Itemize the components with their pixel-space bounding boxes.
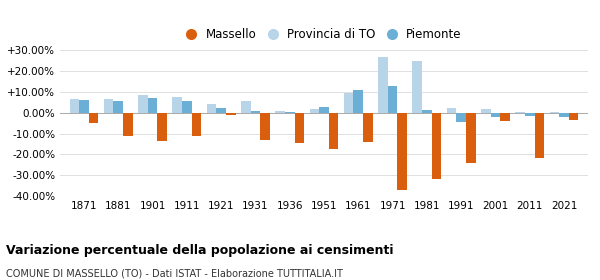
Bar: [182, 101, 191, 113]
Bar: [515, 112, 525, 113]
Bar: [79, 100, 89, 113]
Bar: [226, 113, 236, 115]
Bar: [329, 113, 338, 149]
Bar: [422, 110, 431, 113]
Text: COMUNE DI MASSELLO (TO) - Dati ISTAT - Elaborazione TUTTITALIA.IT: COMUNE DI MASSELLO (TO) - Dati ISTAT - E…: [6, 269, 343, 279]
Legend: Massello, Provincia di TO, Piemonte: Massello, Provincia di TO, Piemonte: [183, 24, 465, 44]
Bar: [412, 61, 422, 113]
Bar: [466, 113, 476, 163]
Bar: [500, 113, 510, 121]
Bar: [447, 108, 457, 113]
Bar: [295, 113, 304, 143]
Bar: [559, 113, 569, 117]
Bar: [525, 113, 535, 116]
Bar: [89, 113, 98, 123]
Bar: [207, 104, 217, 113]
Bar: [481, 109, 491, 113]
Bar: [491, 113, 500, 117]
Bar: [148, 98, 157, 113]
Bar: [310, 109, 319, 113]
Text: Variazione percentuale della popolazione ai censimenti: Variazione percentuale della popolazione…: [6, 244, 394, 256]
Bar: [172, 97, 182, 113]
Bar: [275, 111, 285, 113]
Bar: [457, 113, 466, 122]
Bar: [113, 101, 123, 113]
Bar: [217, 108, 226, 113]
Bar: [431, 113, 441, 179]
Bar: [251, 111, 260, 113]
Bar: [285, 112, 295, 113]
Bar: [535, 113, 544, 158]
Bar: [378, 57, 388, 113]
Bar: [569, 113, 578, 120]
Bar: [363, 113, 373, 142]
Bar: [388, 86, 397, 113]
Bar: [397, 113, 407, 190]
Bar: [550, 112, 559, 113]
Bar: [241, 101, 251, 113]
Bar: [260, 113, 270, 140]
Bar: [157, 113, 167, 141]
Bar: [344, 93, 353, 113]
Bar: [138, 95, 148, 113]
Bar: [123, 113, 133, 136]
Bar: [104, 99, 113, 113]
Bar: [319, 107, 329, 113]
Bar: [191, 113, 201, 136]
Bar: [353, 90, 363, 113]
Bar: [70, 99, 79, 113]
